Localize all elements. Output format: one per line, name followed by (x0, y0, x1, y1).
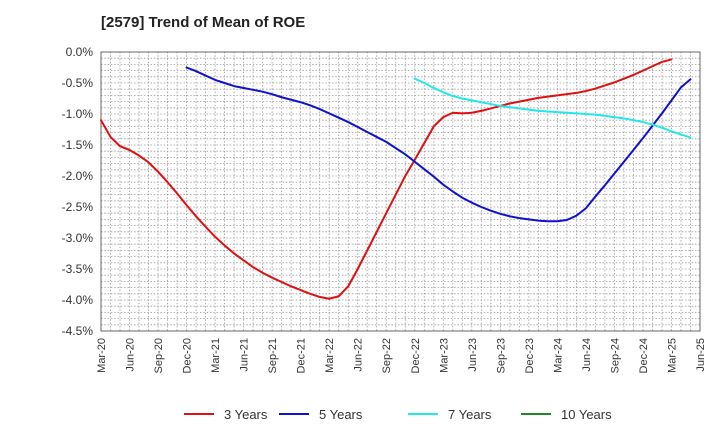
x-tick-label: Dec-24 (638, 338, 650, 373)
x-tick-label: Dec-21 (296, 338, 308, 373)
x-tick-label: Jun-21 (239, 338, 251, 372)
legend-label: 5 Years (319, 407, 363, 422)
x-tick-label: Jun-22 (353, 338, 365, 372)
x-tick-label: Sep-20 (153, 338, 165, 373)
y-tick-label: -2.5% (62, 200, 94, 214)
x-tick-label: Mar-23 (438, 338, 450, 373)
series-line-5-years (185, 66, 692, 223)
x-tick-label: Mar-25 (666, 338, 678, 373)
legend-label: 3 Years (224, 407, 268, 422)
x-tick-label: Dec-23 (524, 338, 536, 373)
legend-label: 7 Years (448, 407, 492, 422)
x-tick-label: Mar-22 (324, 338, 336, 373)
x-tick-label: Dec-22 (410, 338, 422, 373)
chart-title: [2579] Trend of Mean of ROE (101, 14, 306, 31)
x-tick-label: Jun-23 (467, 338, 479, 372)
legend-label: 10 Years (561, 407, 612, 422)
y-tick-label: -1.0% (62, 107, 94, 121)
x-tick-label: Dec-20 (182, 338, 194, 373)
x-tick-label: Mar-20 (96, 338, 108, 373)
y-tick-label: -3.5% (62, 262, 94, 276)
y-tick-label: 0.0% (66, 45, 94, 59)
series-line-3-years (100, 58, 673, 300)
y-tick-label: -3.0% (62, 231, 94, 245)
x-tick-label: Sep-23 (495, 338, 507, 373)
x-tick-label: Sep-21 (267, 338, 279, 373)
x-tick-label: Mar-21 (210, 338, 222, 373)
plot-frame (100, 51, 701, 332)
x-tick-label: Jun-20 (125, 338, 137, 372)
x-tick-label: Sep-24 (609, 338, 621, 373)
y-tick-label: -4.5% (62, 324, 94, 338)
plot-area (101, 52, 700, 331)
y-tick-label: -1.5% (62, 138, 94, 152)
y-tick-label: -0.5% (62, 76, 94, 90)
y-tick-label: -4.0% (62, 293, 94, 307)
x-tick-label: Sep-22 (381, 338, 393, 373)
series-line-7-years (413, 77, 692, 139)
x-tick-label: Jun-25 (695, 338, 707, 372)
x-tick-label: Jun-24 (581, 338, 593, 372)
x-tick-label: Mar-24 (552, 338, 564, 373)
y-tick-label: -2.0% (62, 169, 94, 183)
